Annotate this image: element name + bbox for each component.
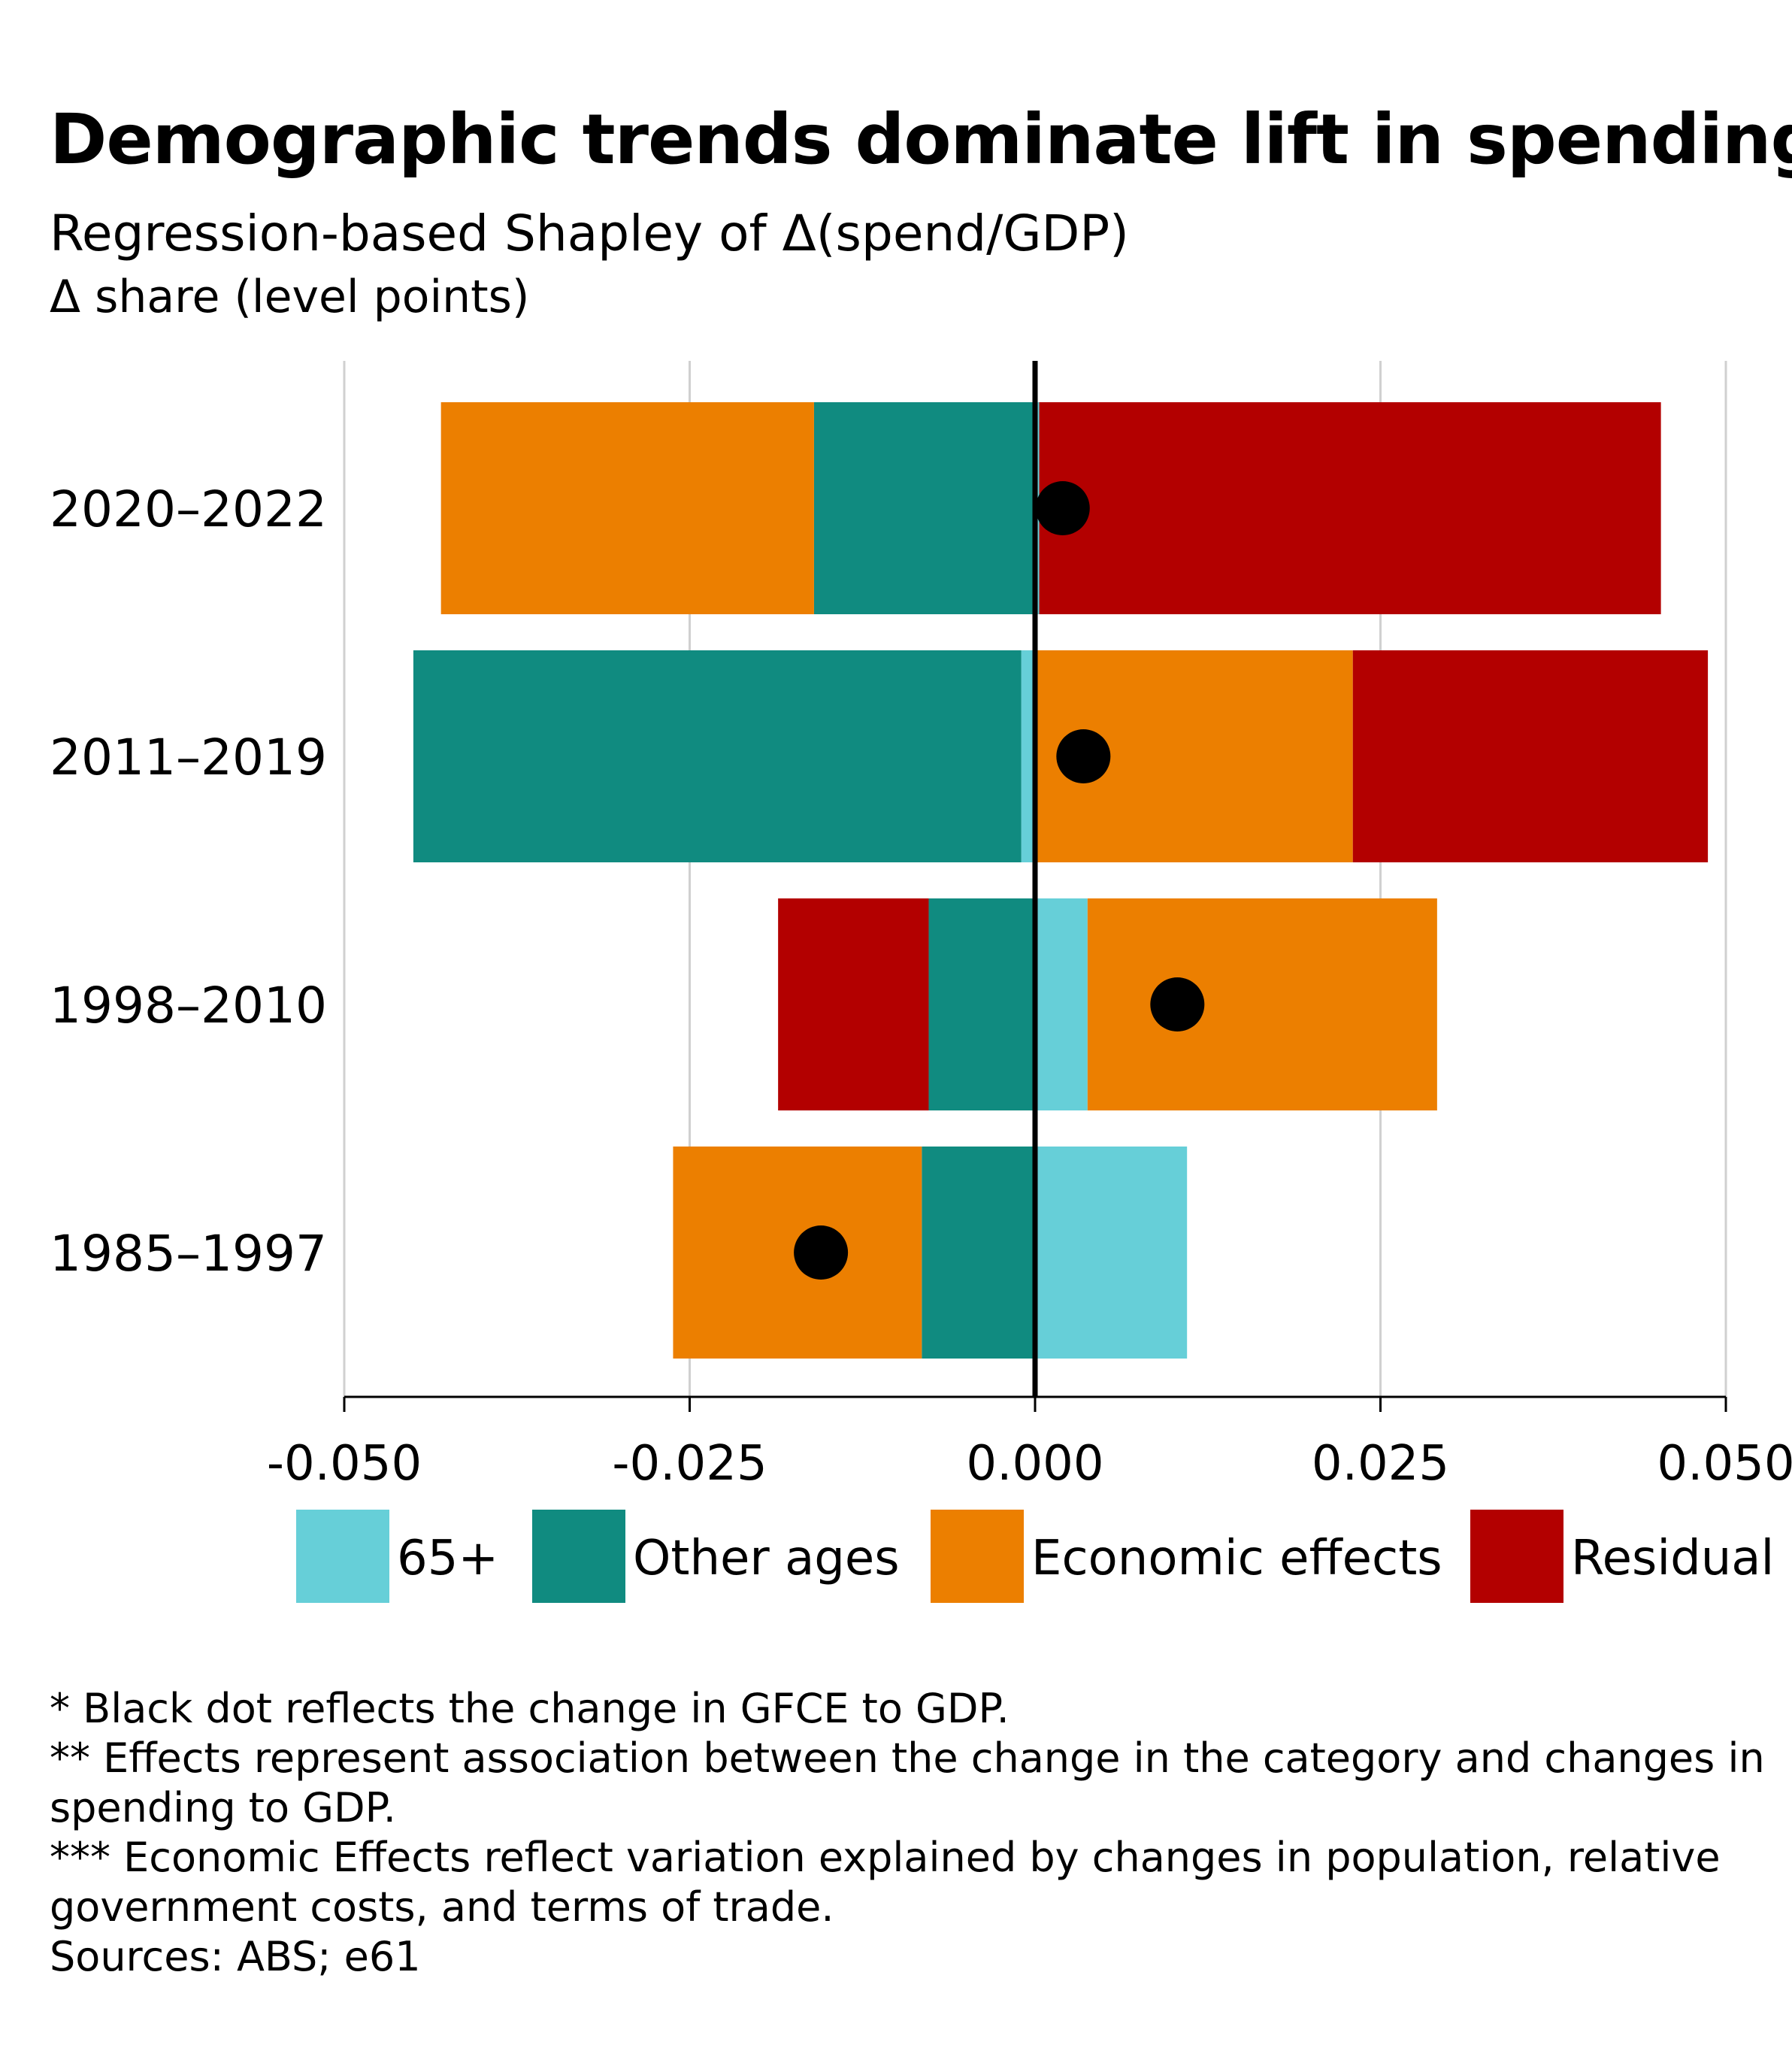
- net-change-dot: [794, 1225, 849, 1280]
- bar-segment: [1035, 1147, 1188, 1359]
- footnote-effects: ** Effects represent association between…: [50, 1734, 1765, 1831]
- legend-swatch: [1470, 1510, 1563, 1603]
- footnote-sources: Sources: ABS; e61: [50, 1933, 421, 1980]
- bar-segment: [778, 898, 929, 1110]
- bar-segment: [1087, 898, 1437, 1110]
- x-tick-label: 0.025: [1312, 1436, 1449, 1492]
- footnote-dot: * Black dot reflects the change in GFCE …: [50, 1685, 1010, 1732]
- footnote-economic: *** Economic Effects reflect variation e…: [50, 1834, 1721, 1931]
- legend: 65+ Other ages Economic effects Residual: [296, 1510, 1774, 1603]
- bar-segment: [922, 1147, 1035, 1359]
- legend-label: Residual: [1571, 1531, 1774, 1586]
- legend-swatch: [931, 1510, 1024, 1603]
- chart-subtitle: Regression-based Shapley of Δ(spend/GDP): [50, 204, 1129, 262]
- net-change-dot: [1056, 729, 1111, 783]
- x-tick-label: -0.050: [267, 1436, 422, 1492]
- bar-segment: [440, 402, 814, 614]
- legend-swatch: [296, 1510, 389, 1603]
- x-tick-label: 0.050: [1657, 1436, 1792, 1492]
- net-change-dot: [1035, 481, 1090, 535]
- chart-unit-label: Δ share (level points): [50, 271, 530, 323]
- x-axis: -0.050 -0.025 0.000 0.025 0.050: [267, 361, 1792, 1492]
- chart-title: Demographic trends dominate lift in spen…: [50, 99, 1792, 180]
- bar-segment: [413, 650, 1022, 862]
- legend-label: 65+: [397, 1531, 498, 1586]
- bar-segment: [813, 402, 1035, 614]
- footnotes: * Black dot reflects the change in GFCE …: [50, 1684, 1771, 1982]
- category-label: 1998–2010: [50, 977, 327, 1034]
- category-label: 1985–1997: [50, 1225, 327, 1283]
- legend-label: Economic effects: [1031, 1531, 1442, 1586]
- category-label: 2020–2022: [50, 480, 327, 538]
- chart-area: -0.050 -0.025 0.000 0.025 0.050 2020–2022 201…: [50, 361, 1792, 1603]
- category-labels: 2020–2022 2011–2019 1998–2010 1985–1997: [50, 480, 327, 1283]
- bar-segment: [1039, 402, 1661, 614]
- net-change-dots: [794, 481, 1205, 1280]
- bar-segment: [1352, 650, 1709, 862]
- bar-segment: [1021, 650, 1035, 862]
- net-change-dot: [1150, 977, 1205, 1031]
- bar-segment: [928, 898, 1035, 1110]
- bars: [413, 402, 1709, 1359]
- category-label: 2011–2019: [50, 729, 327, 786]
- x-tick-label: -0.025: [612, 1436, 767, 1492]
- x-tick-label: 0.000: [966, 1436, 1103, 1492]
- legend-swatch: [532, 1510, 625, 1603]
- bar-segment: [1035, 898, 1088, 1110]
- legend-label: Other ages: [633, 1531, 900, 1586]
